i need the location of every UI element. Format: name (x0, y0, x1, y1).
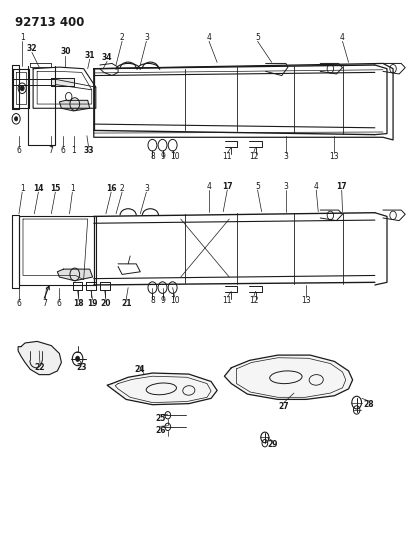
Polygon shape (18, 342, 61, 375)
Text: 26: 26 (155, 425, 165, 434)
Text: 6: 6 (57, 299, 62, 308)
Text: 7: 7 (48, 146, 53, 155)
Text: 13: 13 (329, 152, 338, 161)
Text: 1: 1 (20, 184, 25, 193)
Text: 9: 9 (160, 296, 164, 305)
Text: 1: 1 (20, 33, 25, 42)
Text: 17: 17 (335, 182, 346, 191)
Text: 28: 28 (363, 400, 373, 409)
Text: 9: 9 (160, 152, 164, 161)
Polygon shape (51, 78, 73, 86)
Text: 34: 34 (101, 53, 112, 62)
Text: 2: 2 (119, 184, 124, 193)
Text: 10: 10 (169, 152, 179, 161)
Text: 92713 400: 92713 400 (15, 16, 84, 29)
Text: 21: 21 (121, 299, 131, 308)
Text: 19: 19 (87, 299, 98, 308)
Polygon shape (224, 355, 352, 399)
Circle shape (20, 86, 24, 91)
Polygon shape (57, 269, 92, 281)
Text: 6: 6 (60, 146, 65, 155)
Text: 5: 5 (254, 33, 259, 42)
Text: 6: 6 (16, 146, 21, 155)
Text: 16: 16 (106, 184, 116, 193)
Text: 27: 27 (278, 402, 288, 411)
Text: 20: 20 (101, 299, 111, 308)
Text: 4: 4 (206, 182, 211, 191)
Text: 8: 8 (150, 152, 155, 161)
Text: 11: 11 (222, 296, 231, 305)
Text: 13: 13 (301, 296, 310, 305)
Text: 1: 1 (71, 146, 76, 155)
Text: 1: 1 (70, 184, 74, 193)
Text: 32: 32 (27, 44, 37, 53)
Text: 24: 24 (134, 365, 144, 374)
Text: 3: 3 (283, 152, 288, 161)
Text: 4: 4 (313, 182, 318, 191)
Text: 33: 33 (83, 146, 94, 155)
Text: 29: 29 (267, 440, 278, 449)
Text: 7: 7 (43, 299, 47, 308)
Text: 15: 15 (50, 184, 61, 193)
Text: 4: 4 (339, 33, 344, 42)
Text: 3: 3 (283, 182, 288, 191)
Text: 12: 12 (248, 296, 258, 305)
Text: 6: 6 (16, 299, 21, 308)
Text: 5: 5 (254, 182, 259, 191)
Text: 17: 17 (221, 182, 232, 191)
Text: 18: 18 (73, 299, 84, 308)
Text: 10: 10 (169, 296, 179, 305)
Text: 8: 8 (150, 296, 155, 305)
Text: 3: 3 (144, 184, 148, 193)
Circle shape (75, 356, 79, 361)
Ellipse shape (269, 371, 301, 384)
Text: 14: 14 (33, 184, 43, 193)
Ellipse shape (146, 383, 176, 395)
Text: 4: 4 (206, 33, 211, 42)
Polygon shape (59, 100, 90, 111)
Text: 12: 12 (248, 152, 258, 161)
Text: 31: 31 (84, 51, 95, 60)
Text: 23: 23 (76, 364, 87, 372)
Polygon shape (107, 373, 217, 405)
Text: 11: 11 (222, 152, 231, 161)
Text: 25: 25 (155, 414, 165, 423)
Text: 30: 30 (60, 47, 70, 56)
Circle shape (14, 117, 18, 121)
Text: 22: 22 (35, 364, 45, 372)
Text: 2: 2 (119, 33, 124, 42)
Text: 3: 3 (144, 33, 148, 42)
